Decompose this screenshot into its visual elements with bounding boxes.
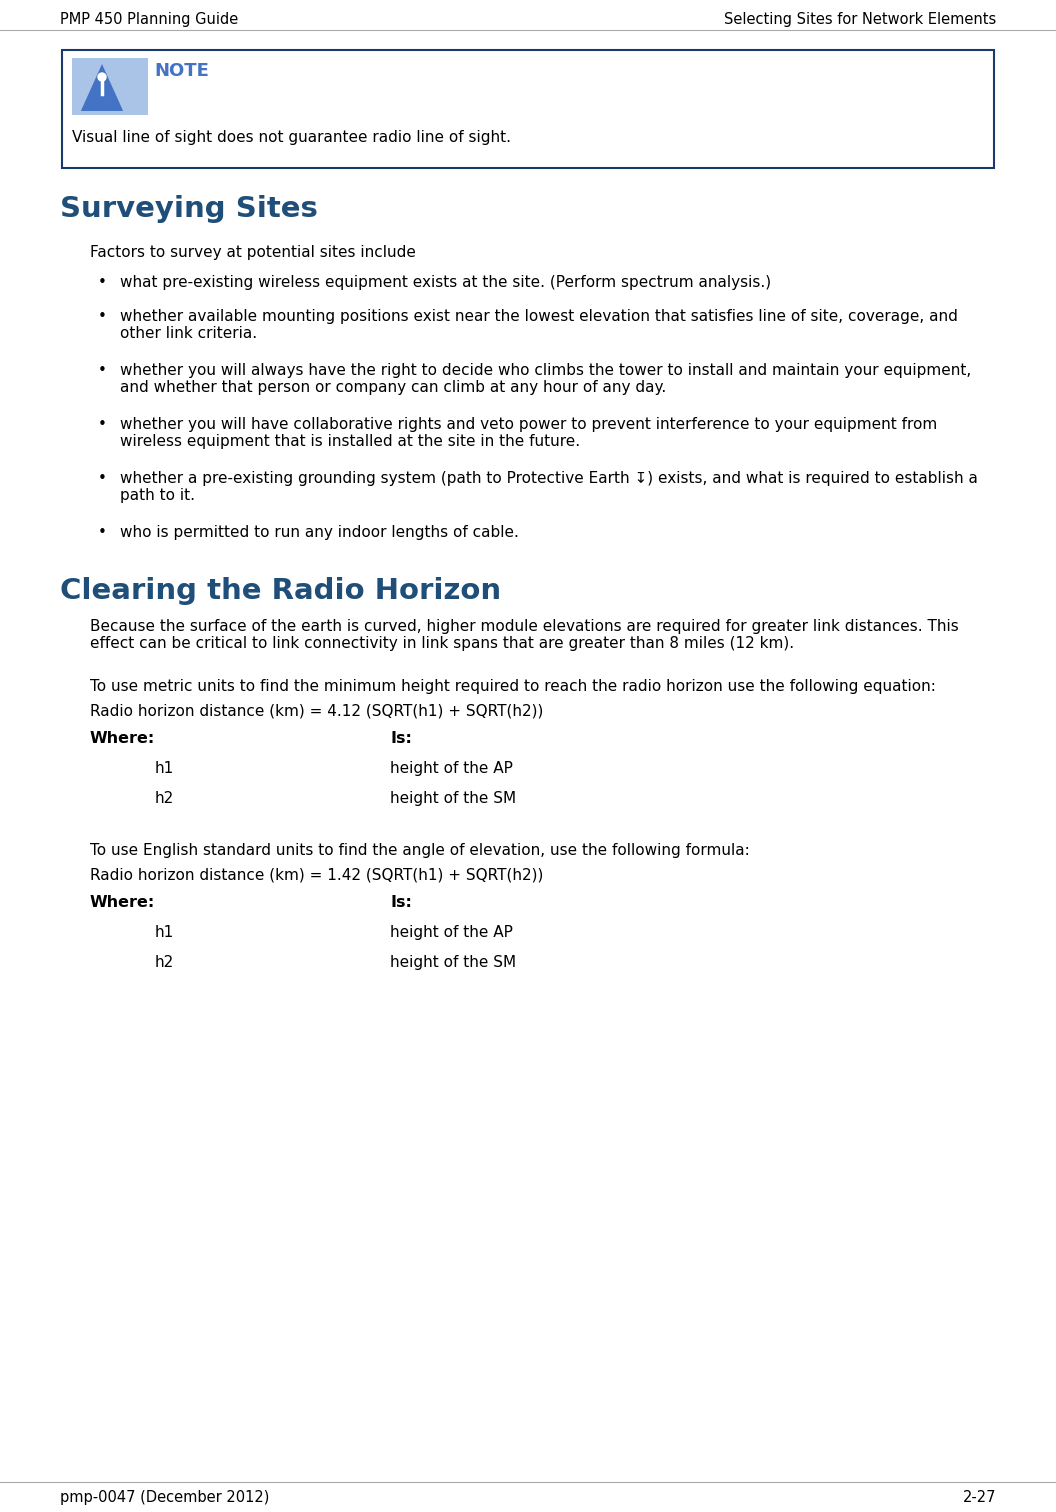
Text: Factors to survey at potential sites include: Factors to survey at potential sites inc… <box>90 245 416 260</box>
Text: Clearing the Radio Horizon: Clearing the Radio Horizon <box>60 578 502 605</box>
Text: •: • <box>98 363 107 378</box>
FancyBboxPatch shape <box>62 50 994 168</box>
Text: •: • <box>98 275 107 290</box>
Text: h1: h1 <box>155 925 174 940</box>
Text: •: • <box>98 525 107 540</box>
Text: To use English standard units to find the angle of elevation, use the following : To use English standard units to find th… <box>90 844 750 857</box>
Text: NOTE: NOTE <box>154 62 209 80</box>
Text: Visual line of sight does not guarantee radio line of sight.: Visual line of sight does not guarantee … <box>72 130 511 145</box>
Text: Selecting Sites for Network Elements: Selecting Sites for Network Elements <box>723 12 996 27</box>
FancyBboxPatch shape <box>72 57 148 115</box>
Text: whether available mounting positions exist near the lowest elevation that satisf: whether available mounting positions exi… <box>120 308 958 342</box>
Text: height of the AP: height of the AP <box>390 925 513 940</box>
Text: height of the SM: height of the SM <box>390 791 516 806</box>
Circle shape <box>98 73 106 82</box>
Text: h2: h2 <box>155 791 174 806</box>
Text: what pre-existing wireless equipment exists at the site. (Perform spectrum analy: what pre-existing wireless equipment exi… <box>120 275 771 290</box>
Text: whether you will always have the right to decide who climbs the tower to install: whether you will always have the right t… <box>120 363 972 396</box>
Text: pmp-0047 (December 2012): pmp-0047 (December 2012) <box>60 1489 269 1504</box>
Text: 2-27: 2-27 <box>962 1489 996 1504</box>
Text: height of the AP: height of the AP <box>390 761 513 776</box>
Text: h1: h1 <box>155 761 174 776</box>
Text: who is permitted to run any indoor lengths of cable.: who is permitted to run any indoor lengt… <box>120 525 518 540</box>
Text: height of the SM: height of the SM <box>390 956 516 971</box>
Text: whether a pre-existing grounding system (path to Protective Earth ↧) exists, and: whether a pre-existing grounding system … <box>120 472 978 503</box>
Text: Because the surface of the earth is curved, higher module elevations are require: Because the surface of the earth is curv… <box>90 618 959 652</box>
Text: Is:: Is: <box>390 730 412 745</box>
Text: Is:: Is: <box>390 895 412 910</box>
Polygon shape <box>81 64 124 110</box>
Text: Where:: Where: <box>90 730 155 745</box>
Text: whether you will have collaborative rights and veto power to prevent interferenc: whether you will have collaborative righ… <box>120 417 938 449</box>
Text: PMP 450 Planning Guide: PMP 450 Planning Guide <box>60 12 239 27</box>
Text: Radio horizon distance (km) = 1.42 (SQRT(h1) + SQRT(h2)): Radio horizon distance (km) = 1.42 (SQRT… <box>90 866 544 881</box>
Text: Where:: Where: <box>90 895 155 910</box>
Text: Surveying Sites: Surveying Sites <box>60 195 318 222</box>
Text: To use metric units to find the minimum height required to reach the radio horiz: To use metric units to find the minimum … <box>90 679 936 694</box>
Text: •: • <box>98 472 107 485</box>
Text: •: • <box>98 308 107 324</box>
Text: h2: h2 <box>155 956 174 971</box>
Text: Radio horizon distance (km) = 4.12 (SQRT(h1) + SQRT(h2)): Radio horizon distance (km) = 4.12 (SQRT… <box>90 703 544 718</box>
Text: •: • <box>98 417 107 432</box>
